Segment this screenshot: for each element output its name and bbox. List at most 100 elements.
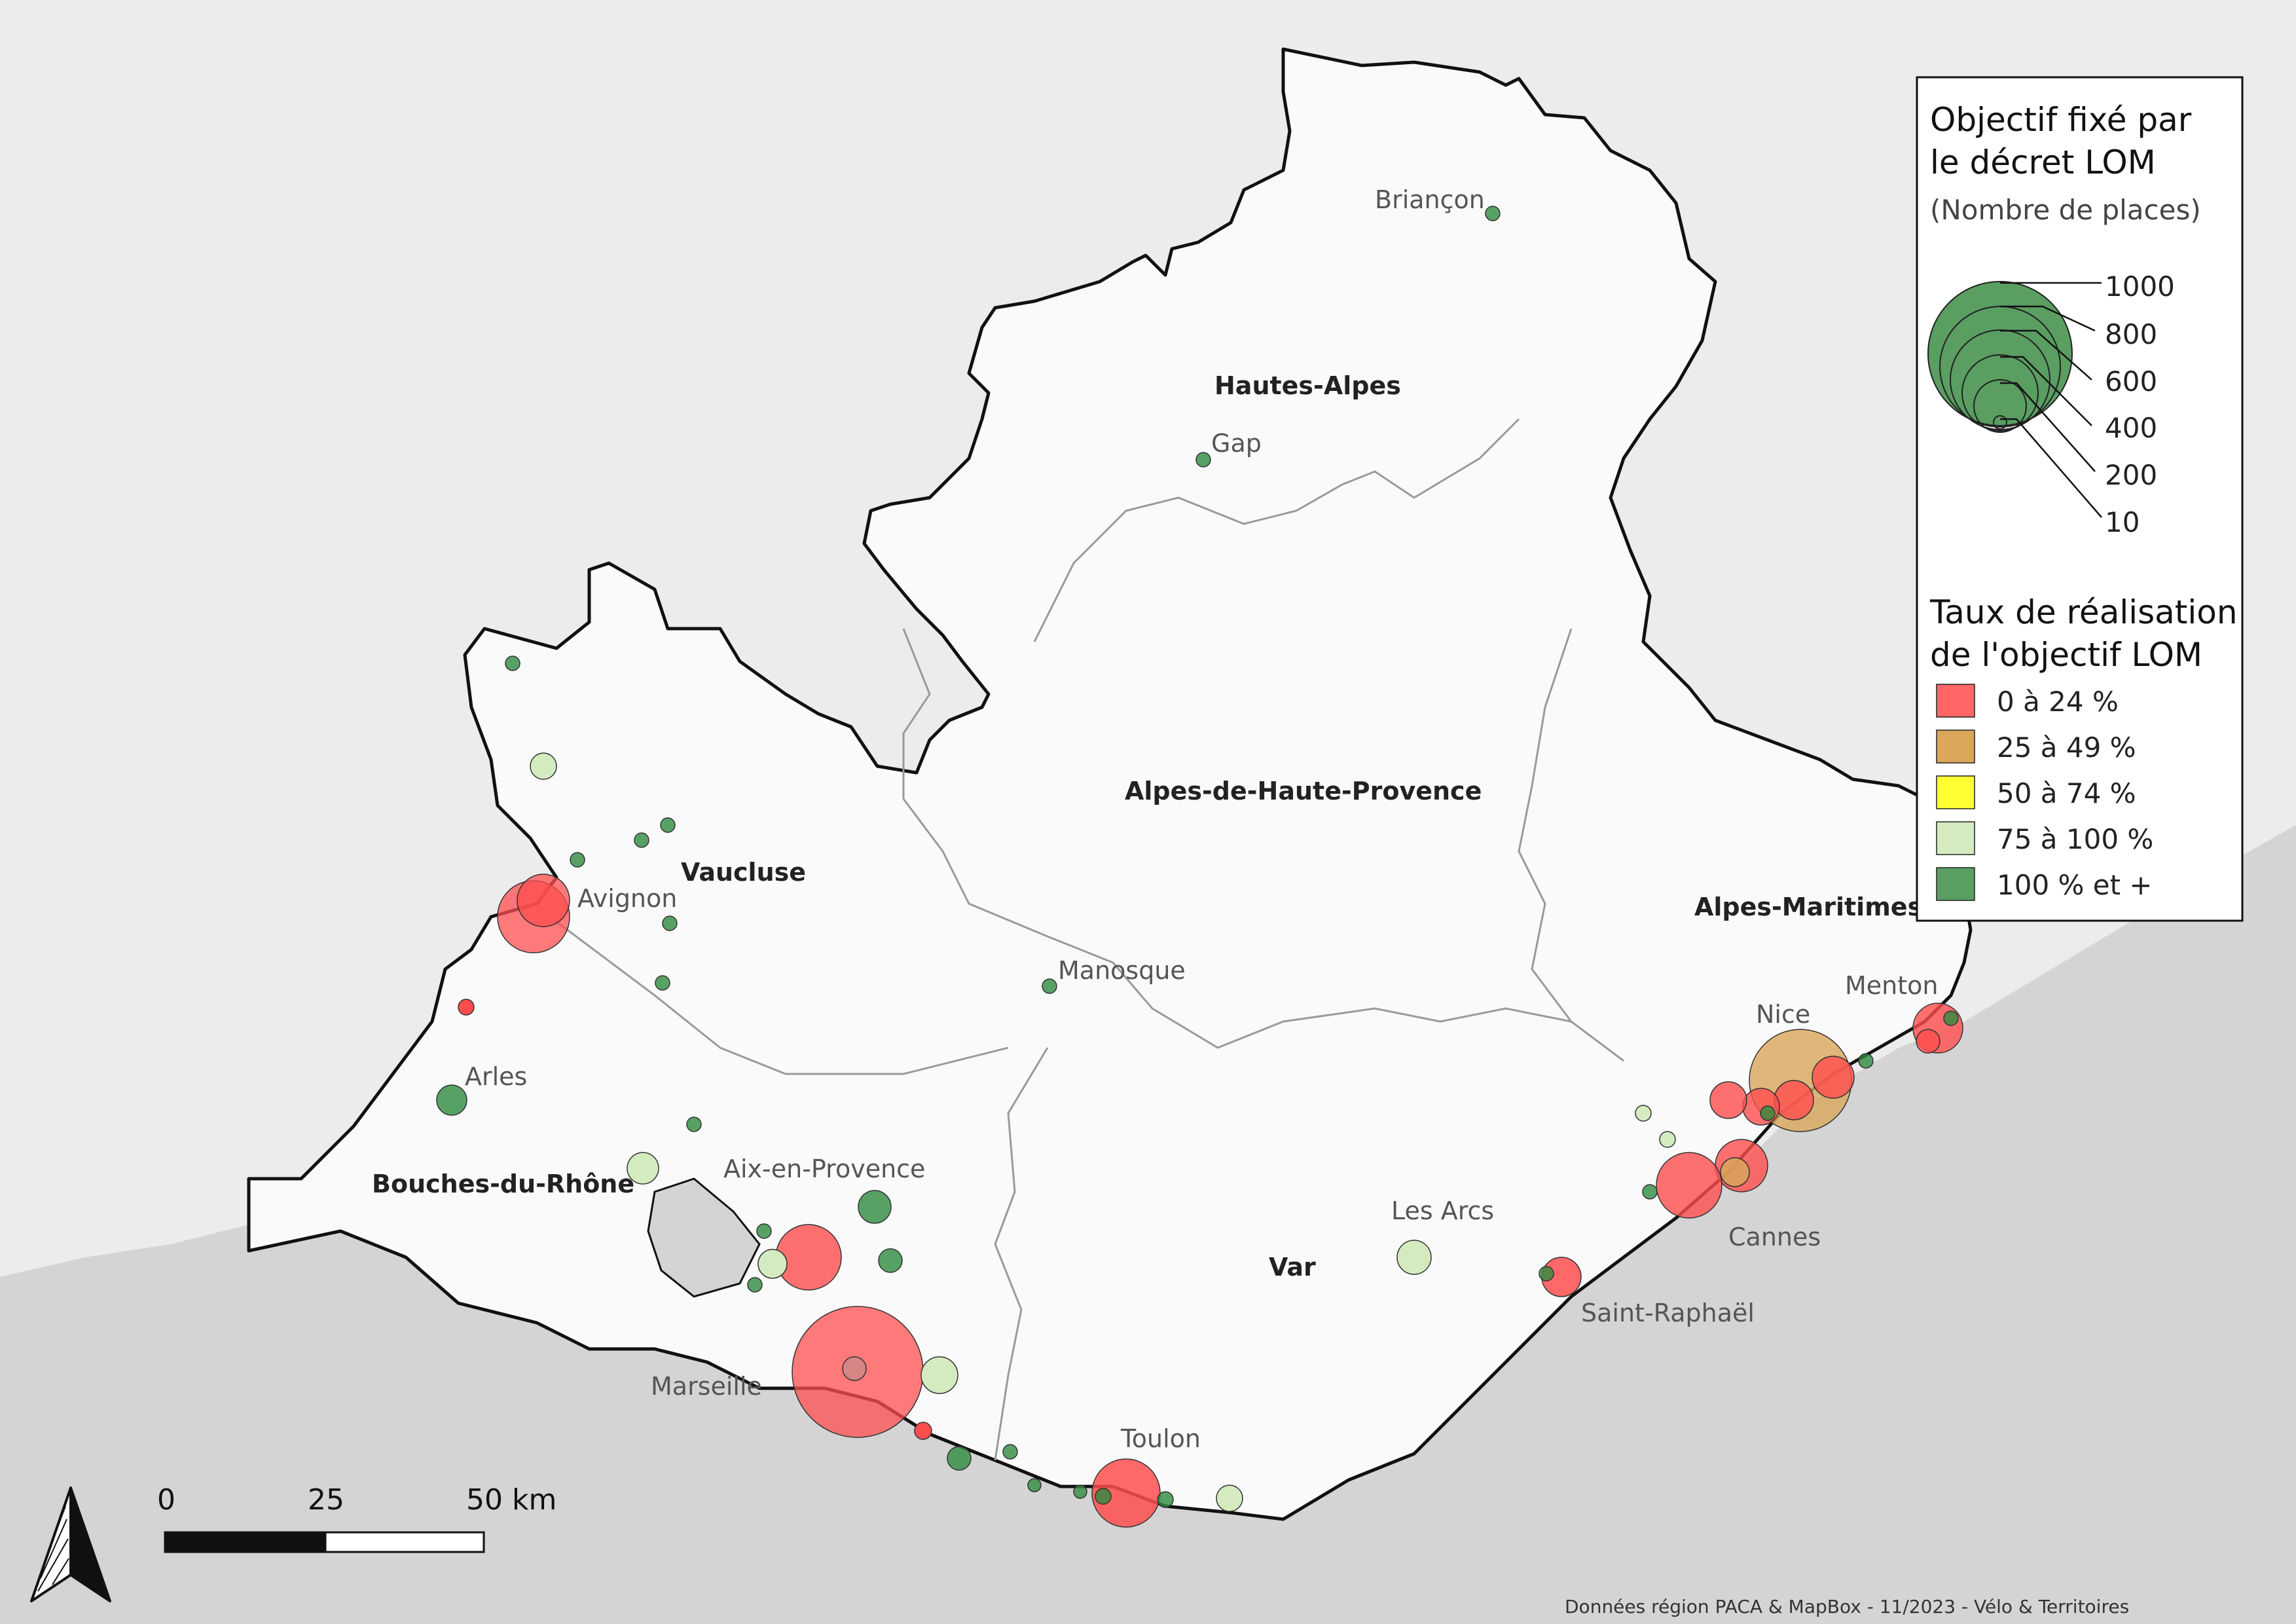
- scale-label: 0: [157, 1483, 175, 1517]
- bubble-la-ciotat: [947, 1446, 972, 1471]
- legend-rate-label: 50 à 74 %: [1997, 777, 2136, 809]
- city-label: Nice: [1756, 1000, 1810, 1029]
- city-label: Marseille: [651, 1372, 762, 1401]
- bubble-cagnes: [1709, 1081, 1747, 1119]
- legend-rate-label: 25 à 49 %: [1997, 731, 2136, 764]
- legend-rate-label: 75 à 100 %: [1997, 823, 2153, 855]
- credit-text: Données région PACA & MapBox - 11/2023 -…: [1565, 1596, 2129, 1617]
- scale-bar-black: [164, 1531, 327, 1553]
- city-label: Arles: [465, 1062, 527, 1091]
- bubble-aix-3: [878, 1248, 903, 1273]
- bubble-am-4: [1943, 1010, 1959, 1026]
- bubble-cassis: [914, 1422, 932, 1440]
- dept-label: Var: [1269, 1253, 1316, 1282]
- legend-size-label: 10: [2105, 506, 2140, 538]
- legend-size-label: 1000: [2105, 270, 2175, 303]
- bubble-les-arcs: [1396, 1240, 1432, 1275]
- bubble-aix-2: [858, 1190, 892, 1224]
- bubble-toulon-2: [1157, 1491, 1174, 1508]
- legend-rate-swatches: [1936, 684, 1975, 901]
- bubble-gap: [1195, 452, 1211, 468]
- legend-rate-label: 100 % et +: [1997, 869, 2153, 901]
- bubble-vaucluse-2: [570, 852, 585, 868]
- bubble-toulon: [1091, 1458, 1161, 1528]
- city-label: Briançon: [1375, 185, 1485, 214]
- legend-size-symbols: [1927, 281, 2073, 433]
- bubble-grasse-2: [1659, 1131, 1676, 1148]
- department-labels: Hautes-Alpes Alpes-de-Haute-Provence Vau…: [372, 371, 1922, 1282]
- bubble-bandol: [1027, 1478, 1042, 1492]
- city-label: Saint-Raphaël: [1581, 1299, 1755, 1327]
- mediterranean-sea: [0, 825, 2296, 1624]
- city-label: Aix-en-Provence: [723, 1154, 925, 1183]
- bubble-avignon-2: [517, 874, 570, 927]
- bubble-vaucluse-3: [634, 832, 649, 848]
- bubble-vaucluse-4: [660, 817, 676, 833]
- bubble-marseille-inner: [842, 1356, 867, 1381]
- bubble-salon: [627, 1152, 659, 1185]
- bubble-nice-3: [1774, 1080, 1814, 1120]
- bubble-bdr-2: [756, 1223, 772, 1239]
- bubble-vaucluse-5: [662, 915, 678, 931]
- paca-region: [247, 47, 1973, 1521]
- bubble-nice-2: [1812, 1056, 1855, 1099]
- bubble-grasse-1: [1635, 1105, 1652, 1122]
- bubble-orange: [530, 752, 557, 780]
- bubble-var-1: [1002, 1444, 1018, 1460]
- bubble-vaucluse-6: [655, 975, 670, 991]
- bubble-six-fours: [1095, 1488, 1112, 1505]
- city-label: Les Arcs: [1391, 1196, 1494, 1225]
- legend-size-title: Objectif fixé par: [1930, 101, 2192, 139]
- bubble-arles: [436, 1084, 467, 1116]
- legend: Objectif fixé par le décret LOM (Nombre …: [1916, 76, 2244, 922]
- legend-swatch: [1936, 775, 1975, 809]
- bubble-manosque: [1042, 978, 1057, 994]
- bubble-tarascon: [458, 999, 475, 1016]
- city-labels: Briançon Gap Avignon Manosque Arles Aix-…: [465, 185, 1938, 1453]
- legend-size-title-2: le décret LOM: [1930, 143, 2156, 181]
- bubble-vitrolles: [757, 1249, 788, 1279]
- bubble-vaucluse-1: [505, 655, 520, 671]
- bubble-am-1: [1642, 1184, 1658, 1200]
- dept-label: Alpes-Maritimes: [1694, 893, 1922, 921]
- legend-rate-label: 0 à 24 %: [1997, 686, 2119, 718]
- city-label: Gap: [1211, 429, 1262, 458]
- dept-label: Hautes-Alpes: [1214, 371, 1401, 400]
- legend-rate-title: Taux de réalisation: [1929, 593, 2238, 631]
- city-label: Cannes: [1728, 1223, 1821, 1251]
- bubble-briancon: [1485, 206, 1501, 221]
- scale-bar-white: [324, 1531, 485, 1553]
- legend-size-label: 600: [2105, 365, 2157, 397]
- bubble-am-2: [1760, 1105, 1776, 1121]
- legend-size-label: 800: [2105, 318, 2157, 350]
- bubble-sanary: [1073, 1485, 1087, 1499]
- bubble-bdr-3: [747, 1277, 763, 1293]
- north-arrow-icon: [30, 1486, 111, 1602]
- bubble-nice-4: [1742, 1088, 1780, 1126]
- city-label: Toulon: [1120, 1424, 1201, 1453]
- city-label: Manosque: [1058, 956, 1186, 985]
- department-borders: [549, 418, 1624, 1461]
- bubble-var-2: [1539, 1266, 1554, 1282]
- legend-rate-title-2: de l'objectif LOM: [1930, 636, 2202, 674]
- legend-size-label: 400: [2105, 412, 2157, 444]
- bubble-cannes: [1656, 1152, 1722, 1219]
- legend-size-subtitle: (Nombre de places): [1930, 194, 2201, 226]
- legend-swatch: [1936, 729, 1975, 764]
- bubbles: [436, 206, 1963, 1528]
- legend-swatch: [1936, 821, 1975, 855]
- bubble-menton-2: [1916, 1029, 1941, 1054]
- bubble-am-3: [1858, 1053, 1874, 1069]
- legend-leader-lines: [2000, 282, 2102, 518]
- dept-label: Vaucluse: [681, 858, 806, 887]
- legend-size-label: 200: [2105, 459, 2157, 491]
- bubble-antibes-2: [1720, 1157, 1750, 1187]
- legend-swatch: [1936, 684, 1975, 718]
- scale-bar: 0 25 50 km: [157, 1483, 556, 1553]
- dept-label: Alpes-de-Haute-Provence: [1125, 777, 1482, 805]
- scale-label: 25: [308, 1483, 344, 1517]
- bubble-bdr-1: [686, 1116, 702, 1132]
- city-label: Menton: [1845, 971, 1938, 1000]
- dept-label: Bouches-du-Rhône: [372, 1170, 634, 1198]
